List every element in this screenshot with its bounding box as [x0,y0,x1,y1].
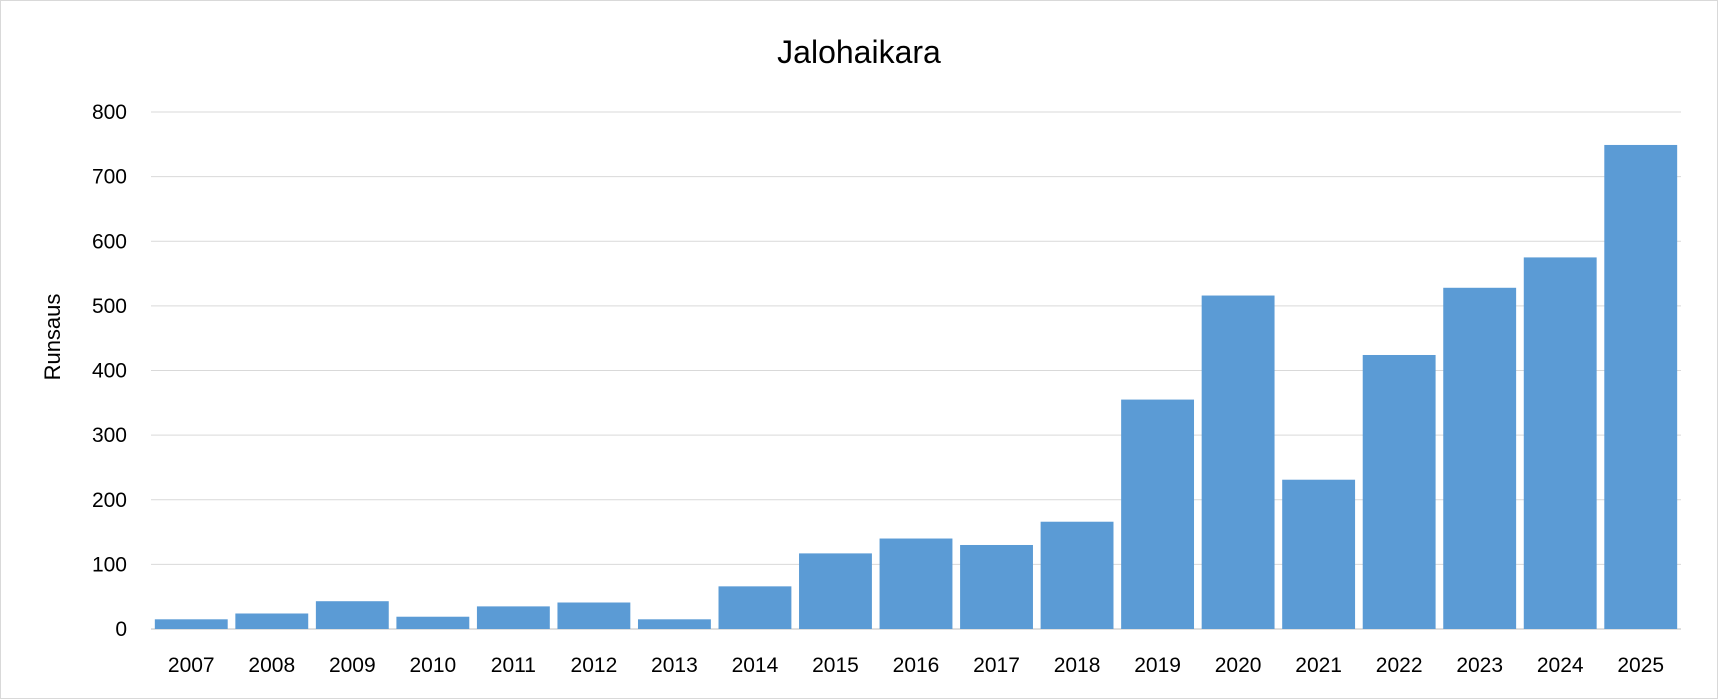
bar [1523,257,1597,629]
y-tick-label: 0 [115,618,127,641]
bar [154,619,228,629]
bar [799,553,872,629]
y-tick-label: 400 [92,360,127,383]
x-tick-label: 2014 [732,654,779,677]
y-tick-label: 300 [92,424,127,447]
bar [1121,399,1195,629]
chart-title: Jalohaikara [777,34,941,70]
bar [1443,287,1517,629]
x-tick-label: 2021 [1295,654,1342,677]
y-tick-label: 500 [92,295,127,318]
y-axis-ticks: 0 100 200 300 400 500 600 700 800 [92,101,127,641]
x-tick-label: 2015 [812,654,859,677]
bar [476,606,550,629]
bar [1201,295,1275,629]
y-axis-title: Runsaus [40,294,65,381]
x-tick-label: 2022 [1376,654,1423,677]
bar [637,619,711,629]
x-tick-label: 2017 [973,654,1020,677]
bar [235,613,309,629]
bar [1362,354,1436,629]
x-tick-label: 2024 [1537,654,1584,677]
x-tick-label: 2020 [1215,654,1262,677]
bar [396,616,470,629]
bar [879,538,953,629]
bar [960,544,1033,629]
y-tick-label: 700 [92,166,127,189]
bar [1604,144,1678,630]
x-tick-label: 2025 [1617,654,1664,677]
y-tick-label: 100 [92,553,127,576]
bars [154,144,1678,630]
x-tick-label: 2007 [168,654,215,677]
x-tick-label: 2010 [409,654,456,677]
y-tick-label: 200 [92,489,127,512]
x-tick-label: 2008 [248,654,295,677]
y-tick-label: 600 [92,230,127,253]
x-tick-label: 2011 [491,654,536,677]
bar [1040,521,1114,629]
y-tick-label: 800 [92,101,127,124]
x-tick-label: 2016 [893,654,940,677]
x-tick-label: 2019 [1134,654,1181,677]
bar [557,602,631,629]
x-tick-label: 2018 [1054,654,1101,677]
bar [315,601,389,629]
x-tick-label: 2012 [571,654,618,677]
x-tick-label: 2023 [1456,654,1503,677]
bar [1282,479,1356,629]
bar [718,586,792,629]
x-tick-label: 2013 [651,654,698,677]
x-tick-label: 2009 [329,654,376,677]
x-axis-ticks: 2007 2008 2009 2010 2011 2012 2013 2014 2015 2016… [168,654,1664,677]
